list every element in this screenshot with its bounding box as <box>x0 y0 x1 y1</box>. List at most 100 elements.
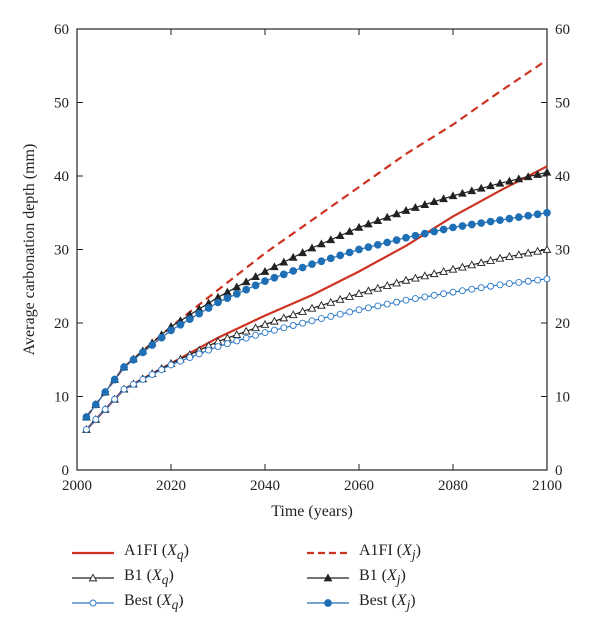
legend-swatch <box>307 599 349 607</box>
data-point <box>354 289 364 297</box>
data-point <box>373 283 383 292</box>
right-tick-label: 40 <box>555 169 570 185</box>
data-point <box>524 277 532 285</box>
data-point <box>364 243 373 251</box>
data-point <box>111 395 119 403</box>
data-point <box>298 263 307 272</box>
data-point <box>468 285 476 293</box>
data-point <box>270 316 279 325</box>
series-1 <box>85 58 548 418</box>
data-point <box>477 284 485 292</box>
data-point <box>317 239 326 248</box>
data-point <box>411 273 420 282</box>
data-point <box>467 186 477 195</box>
data-point <box>477 219 486 227</box>
x-tick-label: 2060 <box>344 478 374 494</box>
data-point <box>534 276 542 284</box>
legend-label: B1 (Xq) <box>124 567 174 588</box>
data-point <box>533 246 542 255</box>
data-point <box>242 334 250 342</box>
data-point <box>307 303 317 312</box>
data-point <box>346 308 354 316</box>
data-point <box>158 366 166 374</box>
data-point <box>148 341 157 349</box>
data-point <box>242 285 251 294</box>
data-point <box>392 236 401 244</box>
data-point <box>449 223 457 232</box>
data-point <box>496 216 504 224</box>
data-point <box>252 331 260 339</box>
data-point <box>326 297 336 306</box>
data-point <box>223 340 231 348</box>
data-point <box>335 231 345 240</box>
data-point <box>148 371 156 379</box>
data-point <box>298 307 307 315</box>
legend-item-b1-xq: B1 (Xq) <box>70 565 174 591</box>
right-tick-label: 60 <box>555 22 570 38</box>
data-point <box>411 295 419 303</box>
data-point <box>448 264 458 273</box>
data-point <box>458 262 467 271</box>
legend-item-best-xj: Best (Xj) <box>305 590 416 616</box>
data-point <box>495 253 505 262</box>
legend-label: A1FI (Xq) <box>124 542 189 563</box>
data-point <box>505 176 514 185</box>
data-point <box>467 260 477 269</box>
data-point <box>382 212 392 221</box>
data-point <box>101 388 110 396</box>
data-point <box>486 181 495 190</box>
data-point <box>543 275 551 283</box>
data-point <box>476 183 486 192</box>
data-point <box>138 348 147 357</box>
data-point <box>374 302 382 310</box>
right-tick-label: 10 <box>555 390 570 406</box>
y-tick-label: 60 <box>54 22 69 38</box>
data-point <box>261 277 269 285</box>
data-point <box>270 326 278 334</box>
data-point <box>317 315 325 323</box>
data-point <box>392 278 401 287</box>
data-point <box>430 291 438 299</box>
series-line <box>85 212 548 418</box>
data-point <box>279 270 288 279</box>
data-point <box>505 280 513 288</box>
data-point <box>355 306 363 314</box>
data-point <box>458 188 467 197</box>
series-2 <box>82 244 552 433</box>
data-point <box>439 194 448 203</box>
data-point <box>205 346 213 354</box>
legend-item-a1fi-xj: A1FI (Xj) <box>305 540 421 566</box>
data-point <box>260 267 270 275</box>
data-point <box>393 298 401 306</box>
data-point <box>195 350 203 358</box>
data-point <box>82 426 90 434</box>
x-tick-label: 2080 <box>438 478 468 494</box>
data-point <box>402 296 410 304</box>
data-point <box>543 208 551 217</box>
data-point <box>223 294 232 303</box>
data-point <box>214 298 222 307</box>
data-point <box>345 227 354 235</box>
data-point <box>241 326 251 335</box>
data-point <box>298 248 307 257</box>
data-point <box>317 300 326 309</box>
data-point <box>542 244 552 253</box>
data-point <box>241 277 251 286</box>
data-point <box>514 250 524 259</box>
data-point <box>383 300 391 308</box>
x-tick-label: 2000 <box>62 478 92 494</box>
data-point <box>458 222 467 230</box>
y-tick-label: 30 <box>54 243 69 259</box>
legend-swatch <box>307 573 349 582</box>
legend-swatch <box>307 551 349 555</box>
data-point <box>448 191 458 200</box>
data-point <box>402 233 410 242</box>
data-point <box>533 210 542 219</box>
data-point <box>223 287 232 296</box>
data-point <box>101 405 109 413</box>
data-point <box>289 322 297 329</box>
data-point <box>307 243 317 252</box>
legend-label: Best (Xq) <box>124 592 184 613</box>
data-point <box>176 357 184 365</box>
data-point <box>523 172 533 181</box>
